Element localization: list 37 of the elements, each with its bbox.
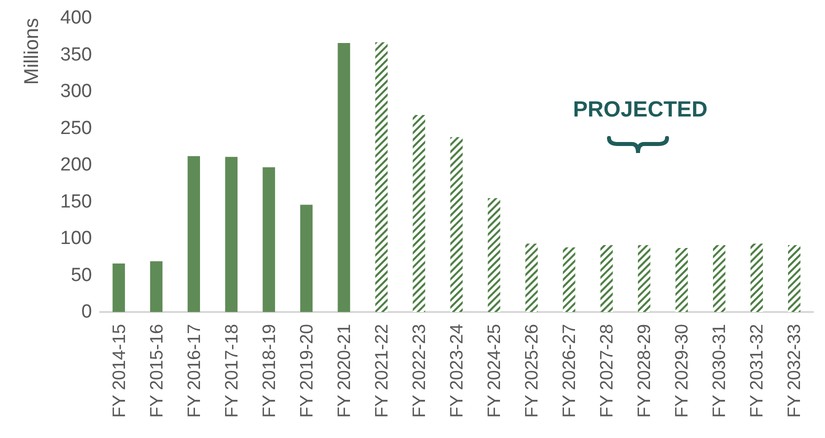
x-tick-label: FY 2016-17 (184, 324, 204, 418)
y-tick-label: 400 (60, 8, 92, 28)
y-axis-title: Millions (21, 18, 43, 85)
x-tick-label: FY 2029-30 (672, 324, 692, 418)
x-tick-label: FY 2028-29 (634, 324, 654, 418)
x-tick-label: FY 2023-24 (446, 324, 466, 418)
x-tick-label: FY 2032-33 (784, 324, 804, 418)
x-tick-label: FY 2014-15 (108, 324, 129, 418)
x-tick-label: FY 2024-25 (484, 324, 504, 418)
y-tick-label: 350 (60, 44, 92, 66)
y-tick-label: 300 (60, 81, 92, 102)
y-tick-label: 0 (81, 302, 92, 322)
x-tick-label: FY 2025-26 (522, 324, 542, 418)
x-tick-label: FY 2018-19 (258, 324, 279, 418)
x-tick-label: FY 2022-23 (408, 324, 429, 418)
x-tick-label: FY 2027-28 (596, 324, 617, 418)
x-tick-label: FY 2030-31 (709, 324, 730, 418)
y-tick-label: 100 (60, 228, 92, 249)
x-tick-label: FY 2021-22 (371, 324, 392, 418)
bar (262, 167, 276, 312)
x-tick-label: FY 2020-21 (334, 324, 354, 418)
y-tick-label: 250 (60, 118, 92, 139)
bar (112, 263, 125, 312)
x-tick-label: FY 2019-20 (296, 324, 316, 418)
bar (150, 261, 162, 312)
bar (338, 42, 350, 312)
y-tick-label: 200 (60, 154, 92, 176)
bar (188, 156, 200, 312)
y-tick-label: 50 (70, 264, 92, 286)
annotation: PROJECTED (573, 96, 708, 122)
x-tick-label: FY 2026-27 (559, 324, 580, 418)
x-tick-label: FY 2015-16 (146, 324, 166, 418)
x-tick-label: FY 2017-18 (221, 324, 242, 418)
bar (225, 156, 238, 312)
y-tick-label: 150 (60, 191, 92, 212)
x-tick-label: FY 2031-32 (746, 324, 767, 418)
bar (300, 204, 313, 312)
